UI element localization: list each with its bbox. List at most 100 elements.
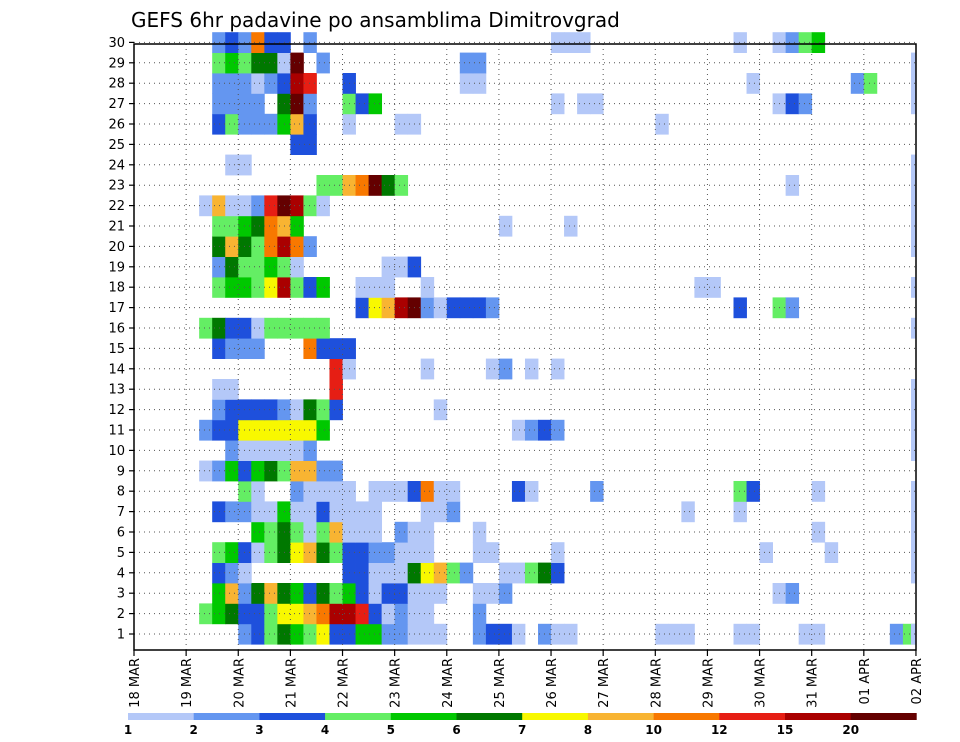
y-tick-label: 13 xyxy=(108,383,125,398)
heatmap-cell xyxy=(251,399,265,421)
heatmap-cell xyxy=(303,419,317,441)
heatmap-cell xyxy=(316,603,330,625)
heatmap-cell xyxy=(264,521,278,543)
heatmap-cell xyxy=(811,521,826,543)
heatmap-cell xyxy=(316,175,330,196)
heatmap-cell xyxy=(225,603,239,625)
heatmap-cell xyxy=(316,583,330,604)
heatmap-cell xyxy=(551,358,565,380)
heatmap-cell xyxy=(420,358,435,380)
heatmap-cell xyxy=(911,562,916,584)
heatmap-cell xyxy=(368,542,383,563)
heatmap-cell xyxy=(485,297,500,319)
heatmap-cell xyxy=(577,93,591,115)
heatmap-cell xyxy=(225,154,239,176)
heatmap-cell xyxy=(590,93,604,115)
colorbar-label: 7 xyxy=(518,723,526,737)
heatmap-cell xyxy=(316,481,330,502)
heatmap-cell xyxy=(551,542,565,563)
heatmap-cell xyxy=(225,236,239,257)
heatmap-cell xyxy=(303,440,317,461)
heatmap-cell xyxy=(564,32,578,53)
heatmap-cell xyxy=(264,195,278,217)
y-tick-label: 25 xyxy=(108,138,125,153)
heatmap-cell xyxy=(329,379,343,400)
heatmap-cell xyxy=(264,256,278,278)
heatmap-cell xyxy=(498,215,513,237)
heatmap-cell xyxy=(290,134,304,155)
heatmap-cell xyxy=(420,521,435,543)
colorbar-label: 10 xyxy=(645,723,662,737)
x-tick-label: 02 APR xyxy=(910,658,925,704)
heatmap-cell xyxy=(824,542,839,563)
heatmap-cell xyxy=(498,562,513,584)
colorbar-swatch xyxy=(850,713,917,720)
heatmap-cell xyxy=(564,623,578,645)
heatmap-cell xyxy=(911,195,916,217)
heatmap-cell xyxy=(251,215,265,237)
heatmap-cell xyxy=(433,481,448,502)
heatmap-cell xyxy=(433,623,448,645)
heatmap-cell xyxy=(251,623,265,645)
heatmap-cell xyxy=(264,542,278,563)
heatmap-cell xyxy=(759,542,773,563)
heatmap-cell xyxy=(212,317,226,339)
heatmap-cell xyxy=(329,338,343,359)
heatmap-cell xyxy=(251,93,265,115)
heatmap-cell xyxy=(290,317,304,339)
colorbar-label: 15 xyxy=(777,723,794,737)
heatmap-cell xyxy=(251,603,265,625)
heatmap-cell xyxy=(577,32,591,53)
colorbar-swatch xyxy=(325,713,392,720)
heatmap-cell xyxy=(485,583,500,604)
y-tick-label: 30 xyxy=(108,36,125,51)
heatmap-cell xyxy=(316,277,330,298)
heatmap-cell xyxy=(212,73,226,94)
heatmap-cell xyxy=(785,297,800,319)
heatmap-cell xyxy=(355,93,369,115)
heatmap-cell xyxy=(212,52,226,74)
heatmap-cell xyxy=(381,603,396,625)
heatmap-cell xyxy=(316,460,330,482)
heatmap-cell xyxy=(551,93,565,115)
heatmap-cell xyxy=(251,52,265,74)
heatmap-cell xyxy=(251,583,265,604)
heatmap-cell xyxy=(225,32,239,53)
heatmap-cell xyxy=(911,521,916,543)
heatmap-cell xyxy=(303,399,317,421)
y-tick-label: 27 xyxy=(108,97,125,112)
heatmap-cell xyxy=(303,113,317,135)
heatmap-cell xyxy=(420,481,435,502)
heatmap-cell xyxy=(225,73,239,94)
heatmap-cell xyxy=(199,460,213,482)
y-tick-label: 2 xyxy=(117,607,125,622)
heatmap-cell xyxy=(655,623,669,645)
heatmap-cell xyxy=(733,501,747,523)
heatmap-cell xyxy=(420,542,435,563)
x-axis: 18 MAR 19 MAR 20 MAR 21 MAR 22 MAR 23 MAR 24 M… xyxy=(128,650,925,708)
heatmap-cell xyxy=(355,562,369,584)
heatmap-cell xyxy=(863,73,878,94)
heatmap-cell xyxy=(368,297,383,319)
heatmap-cell xyxy=(911,481,916,502)
heatmap-cell xyxy=(212,236,226,257)
x-tick-label: 29 MAR xyxy=(701,658,716,708)
heatmap-cell xyxy=(394,521,409,543)
heatmap-cell xyxy=(524,419,539,441)
heatmap-cell xyxy=(251,195,265,217)
heatmap-cell xyxy=(368,277,383,298)
heatmap-cell xyxy=(212,542,226,563)
heatmap-cell xyxy=(290,73,304,94)
heatmap-cell xyxy=(394,603,409,625)
heatmap-cell xyxy=(264,52,278,74)
heatmap-cell xyxy=(733,297,747,319)
heatmap-cell xyxy=(251,542,265,563)
heatmap-cell xyxy=(551,32,565,53)
x-tick-label: 31 MAR xyxy=(806,658,821,708)
heatmap-cell xyxy=(316,317,330,339)
heatmap-cell xyxy=(264,277,278,298)
heatmap-cell xyxy=(746,73,760,94)
heatmap-cell xyxy=(290,113,304,135)
heatmap-cell xyxy=(264,73,278,94)
heatmap-cell xyxy=(212,501,226,523)
